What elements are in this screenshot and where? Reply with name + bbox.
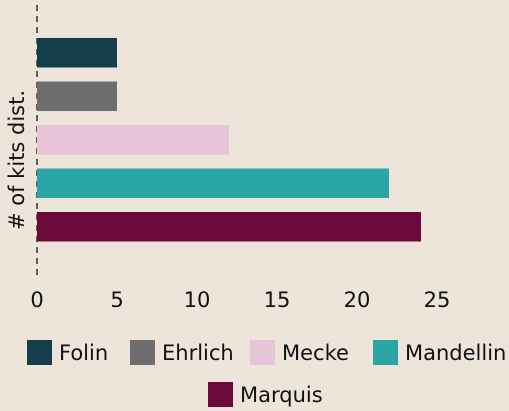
legend-swatch	[27, 340, 52, 365]
bar	[37, 81, 117, 111]
legend-label: Folin	[59, 341, 108, 365]
legend-label: Mecke	[282, 341, 349, 365]
x-tick-label: 15	[264, 288, 291, 312]
legend-label: Ehrlich	[162, 341, 234, 365]
x-tick-label: 25	[424, 288, 451, 312]
legend-swatch	[373, 340, 398, 365]
legend-swatch	[208, 382, 233, 407]
bar	[37, 125, 229, 155]
bar	[37, 38, 117, 68]
x-tick-label: 20	[344, 288, 371, 312]
x-tick-label: 5	[110, 288, 123, 312]
x-tick-label: 0	[30, 288, 43, 312]
x-tick-label: 10	[184, 288, 211, 312]
bar	[37, 212, 421, 242]
legend-swatch	[130, 340, 155, 365]
legend-swatch	[250, 340, 275, 365]
legend-label: Marquis	[240, 383, 323, 407]
bar	[37, 168, 389, 198]
y-axis-label: # of kits dist.	[5, 90, 29, 230]
legend-label: Mandellin	[405, 341, 506, 365]
